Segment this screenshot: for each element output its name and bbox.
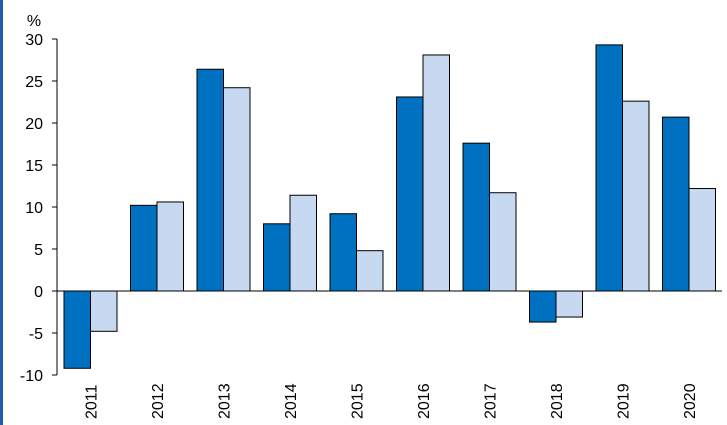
y-tick-label: 0 — [34, 284, 43, 301]
x-tick-label-2020: 2020 — [682, 383, 699, 419]
x-tick-label-2012: 2012 — [150, 383, 167, 419]
left-frame-rule — [0, 0, 3, 425]
bar-2019-series-2 — [622, 100, 650, 292]
x-tick-label-2014: 2014 — [283, 383, 300, 419]
bar-2011-series-2 — [90, 290, 118, 332]
y-axis: -10 -5 0 5 10 15 20 25 30 — [20, 32, 58, 385]
bar-2020-series-1 — [662, 116, 690, 292]
y-tick-label: 30 — [25, 32, 43, 49]
y-tick-label: 10 — [25, 200, 43, 217]
x-tick-label-2018: 2018 — [549, 383, 566, 419]
x-axis: 2011 2012 2013 2014 2015 2016 2017 2018 2019 2020 — [57, 290, 722, 419]
y-tick-label: 20 — [25, 116, 43, 133]
y-unit-label: % — [27, 13, 41, 30]
y-tick-label: -10 — [20, 368, 43, 385]
bar-2020-series-2 — [688, 188, 716, 292]
x-tick-label-2016: 2016 — [416, 383, 433, 419]
y-tick-label: 15 — [25, 158, 43, 175]
bar-2019-series-1 — [595, 44, 623, 292]
bar-2011-series-1 — [63, 290, 91, 369]
bar-2014-series-2 — [289, 194, 317, 292]
bar-2015-series-1 — [329, 213, 357, 292]
x-tick-label-2019: 2019 — [616, 383, 633, 419]
bar-2015-series-2 — [356, 250, 384, 292]
bar-2017-series-2 — [489, 192, 517, 292]
x-tick-label-2013: 2013 — [217, 383, 234, 419]
bar-2012-series-1 — [130, 204, 158, 292]
bars-group — [63, 44, 716, 369]
bar-2018-series-1 — [529, 290, 557, 323]
bar-2018-series-2 — [555, 290, 583, 318]
bar-2016-series-1 — [396, 96, 424, 292]
x-tick-label-2017: 2017 — [483, 383, 500, 419]
x-tick-label-2011: 2011 — [84, 384, 101, 419]
bar-2013-series-2 — [223, 87, 251, 292]
bar-2014-series-1 — [263, 223, 291, 292]
bar-2016-series-2 — [422, 54, 450, 292]
y-tick-label: 25 — [25, 74, 43, 91]
y-tick-label: -5 — [29, 326, 43, 343]
bar-2017-series-1 — [462, 142, 490, 292]
y-tick-label: 5 — [34, 242, 43, 259]
bar-2012-series-2 — [156, 201, 184, 292]
bar-2013-series-1 — [196, 68, 224, 292]
x-tick-label-2015: 2015 — [350, 383, 367, 419]
